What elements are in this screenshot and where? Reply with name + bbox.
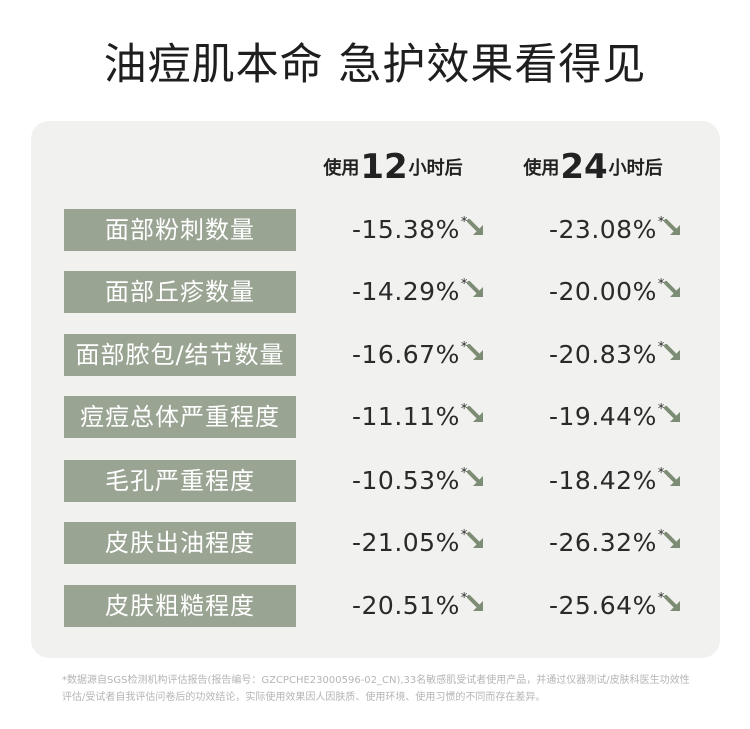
result-row: 面部粉刺数量 -15.38%* -23.08%*	[31, 209, 720, 251]
footnote-star: *	[657, 591, 665, 606]
metric-label: 毛孔严重程度	[64, 460, 296, 502]
column-header-12h: 使用12小时后	[293, 147, 493, 187]
value-text: -20.51%	[352, 591, 460, 620]
metric-label: 皮肤出油程度	[64, 522, 296, 564]
result-row: 面部脓包/结节数量 -16.67%* -20.83%*	[31, 334, 720, 376]
value-12h: -16.67%*	[352, 334, 487, 376]
arrow-down-right-icon	[467, 532, 484, 548]
footnote-star: *	[460, 277, 468, 292]
value-text: -26.32%	[549, 528, 657, 557]
value-24h: -20.83%*	[549, 334, 684, 376]
footnote-star: *	[657, 402, 665, 417]
arrow-down-right-icon	[664, 595, 681, 611]
column-header-number: 24	[560, 147, 608, 187]
value-24h: -25.64%*	[549, 585, 684, 627]
footnote-star: *	[657, 528, 665, 543]
arrow-down-right-icon	[664, 532, 681, 548]
column-header-prefix: 使用	[523, 158, 560, 179]
value-24h: -26.32%*	[549, 522, 684, 564]
arrow-down-right-icon	[467, 406, 484, 422]
value-12h: -21.05%*	[352, 522, 487, 564]
value-text: -18.42%	[549, 466, 657, 495]
footnote-star: *	[460, 340, 468, 355]
value-12h: -14.29%*	[352, 271, 487, 313]
result-row: 毛孔严重程度 -10.53%* -18.42%*	[31, 460, 720, 502]
arrow-down-right-icon	[664, 470, 681, 486]
result-row: 面部丘疹数量 -14.29%* -20.00%*	[31, 271, 720, 313]
column-header-suffix: 小时后	[608, 158, 663, 179]
column-header-24h: 使用24小时后	[493, 147, 693, 187]
result-row: 痘痘总体严重程度 -11.11%* -19.44%*	[31, 396, 720, 438]
result-row: 皮肤粗糙程度 -20.51%* -25.64%*	[31, 585, 720, 627]
arrow-down-right-icon	[467, 470, 484, 486]
column-header-number: 12	[360, 147, 408, 187]
value-text: -14.29%	[352, 277, 460, 306]
metric-label: 面部粉刺数量	[64, 209, 296, 251]
arrow-down-right-icon	[664, 219, 681, 235]
value-text: -20.00%	[549, 277, 657, 306]
value-text: -19.44%	[549, 402, 657, 431]
arrow-down-right-icon	[664, 406, 681, 422]
metric-label: 皮肤粗糙程度	[64, 585, 296, 627]
value-text: -10.53%	[352, 466, 460, 495]
footnote-star: *	[460, 466, 468, 481]
value-text: -21.05%	[352, 528, 460, 557]
value-text: -16.67%	[352, 340, 460, 369]
metric-label: 痘痘总体严重程度	[64, 396, 296, 438]
footnote-star: *	[657, 340, 665, 355]
value-24h: -20.00%*	[549, 271, 684, 313]
value-12h: -15.38%*	[352, 209, 487, 251]
footnote-star: *	[460, 215, 468, 230]
footnote-star: *	[657, 215, 665, 230]
value-12h: -11.11%*	[352, 396, 487, 438]
value-12h: -10.53%*	[352, 460, 487, 502]
result-row: 皮肤出油程度 -21.05%* -26.32%*	[31, 522, 720, 564]
value-24h: -23.08%*	[549, 209, 684, 251]
column-header-suffix: 小时后	[408, 158, 463, 179]
metric-label: 面部脓包/结节数量	[64, 334, 296, 376]
footnote-star: *	[657, 466, 665, 481]
footnote-star: *	[460, 591, 468, 606]
results-card: 使用12小时后 使用24小时后 面部粉刺数量 -15.38%* -23.08%*…	[31, 121, 720, 658]
arrow-down-right-icon	[467, 344, 484, 360]
value-text: -20.83%	[549, 340, 657, 369]
arrow-down-right-icon	[664, 281, 681, 297]
footnote-star: *	[460, 528, 468, 543]
value-text: -11.11%	[352, 402, 460, 431]
value-24h: -19.44%*	[549, 396, 684, 438]
value-24h: -18.42%*	[549, 460, 684, 502]
value-text: -15.38%	[352, 215, 460, 244]
arrow-down-right-icon	[664, 344, 681, 360]
arrow-down-right-icon	[467, 595, 484, 611]
value-text: -23.08%	[549, 215, 657, 244]
value-12h: -20.51%*	[352, 585, 487, 627]
footnote-star: *	[460, 402, 468, 417]
page-title: 油痘肌本命 急护效果看得见	[103, 40, 647, 90]
column-header-prefix: 使用	[323, 158, 360, 179]
arrow-down-right-icon	[467, 219, 484, 235]
metric-label: 面部丘疹数量	[64, 271, 296, 313]
footnote-star: *	[657, 277, 665, 292]
value-text: -25.64%	[549, 591, 657, 620]
disclaimer-footnote: *数据源自SGS检测机构评估报告(报告编号：GZCPCHE23000596-02…	[62, 675, 690, 703]
arrow-down-right-icon	[467, 281, 484, 297]
